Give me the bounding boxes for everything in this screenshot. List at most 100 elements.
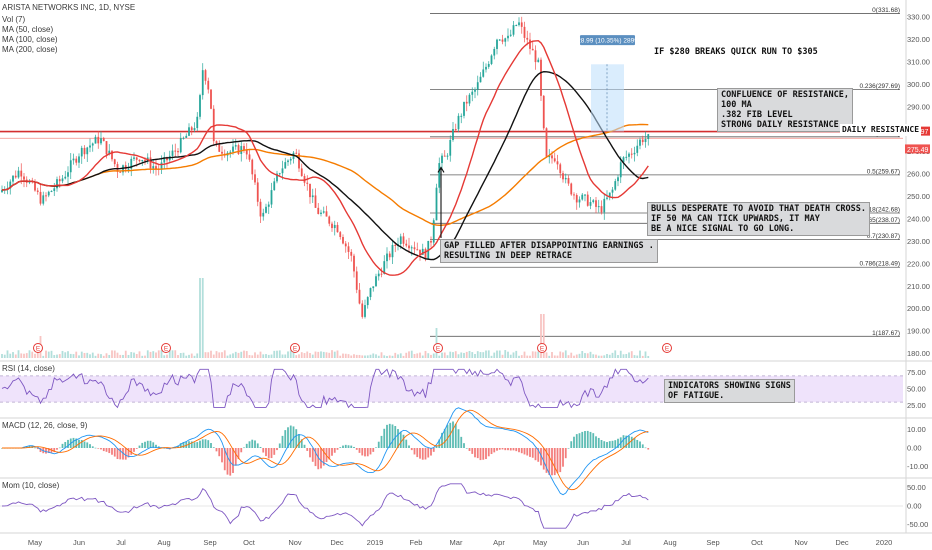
annotation-daily-resistance[interactable]: DAILY RESISTANCE	[840, 124, 922, 136]
candle-body[interactable]	[207, 80, 210, 90]
candle-body[interactable]	[234, 145, 237, 147]
candle-body[interactable]	[443, 155, 446, 157]
candle-body[interactable]	[589, 202, 592, 206]
candle-body[interactable]	[199, 95, 201, 117]
candle-body[interactable]	[564, 177, 567, 180]
rsi-line[interactable]	[1, 368, 649, 409]
candle-body[interactable]	[317, 207, 320, 214]
candle-body[interactable]	[540, 59, 542, 96]
candle-body[interactable]	[45, 195, 47, 197]
candle-body[interactable]	[61, 178, 64, 182]
candle-body[interactable]	[188, 127, 190, 136]
rsi-pane-title[interactable]: RSI (14, close)	[2, 364, 55, 373]
candle-body[interactable]	[614, 181, 617, 190]
candle-body[interactable]	[89, 145, 91, 148]
candle-body[interactable]	[625, 156, 628, 158]
candle-body[interactable]	[548, 155, 551, 158]
candle-body[interactable]	[116, 164, 119, 172]
candle-body[interactable]	[83, 147, 86, 155]
candle-body[interactable]	[130, 158, 133, 169]
candle-body[interactable]	[284, 162, 287, 169]
candle-body[interactable]	[452, 128, 454, 140]
candle-body[interactable]	[273, 181, 276, 191]
candle-body[interactable]	[457, 115, 460, 130]
candle-body[interactable]	[383, 261, 386, 274]
candle-body[interactable]	[295, 152, 298, 154]
candle-body[interactable]	[243, 146, 245, 151]
candle-body[interactable]	[311, 195, 314, 198]
candle-body[interactable]	[553, 158, 556, 162]
candle-body[interactable]	[526, 37, 529, 40]
candle-body[interactable]	[303, 176, 306, 183]
candle-body[interactable]	[518, 22, 520, 26]
candle-body[interactable]	[50, 190, 53, 192]
candle-body[interactable]	[94, 136, 97, 144]
macd-pane-title[interactable]: MACD (12, 26, close, 9)	[2, 421, 88, 430]
candle-body[interactable]	[177, 150, 179, 153]
candle-body[interactable]	[12, 175, 14, 182]
candle-body[interactable]	[471, 91, 474, 95]
candle-body[interactable]	[102, 138, 105, 142]
candle-body[interactable]	[490, 55, 493, 64]
candle-body[interactable]	[454, 128, 457, 130]
candle-body[interactable]	[441, 155, 443, 164]
candle-body[interactable]	[509, 34, 512, 36]
candle-body[interactable]	[267, 204, 270, 207]
candle-body[interactable]	[402, 236, 405, 244]
candle-body[interactable]	[600, 206, 603, 213]
candle-body[interactable]	[155, 166, 157, 169]
macd-signal-line[interactable]	[2, 409, 649, 491]
candle-body[interactable]	[339, 232, 342, 237]
annotation-death-cross[interactable]: BULLS DESPERATE TO AVOID THAT DEATH CROS…	[647, 202, 870, 236]
candle-body[interactable]	[463, 101, 465, 116]
candle-body[interactable]	[347, 246, 350, 252]
candle-body[interactable]	[34, 181, 36, 191]
candle-body[interactable]	[377, 273, 380, 277]
candle-body[interactable]	[482, 69, 485, 77]
candle-body[interactable]	[388, 253, 391, 258]
candle-body[interactable]	[193, 128, 196, 130]
candle-body[interactable]	[551, 155, 553, 159]
candle-body[interactable]	[287, 160, 289, 163]
candle-body[interactable]	[405, 243, 408, 246]
candle-body[interactable]	[152, 166, 155, 169]
candle-body[interactable]	[438, 163, 441, 188]
candle-body[interactable]	[42, 195, 45, 204]
candle-body[interactable]	[545, 128, 548, 158]
candle-body[interactable]	[399, 236, 402, 244]
candle-body[interactable]	[262, 212, 265, 217]
candle-body[interactable]	[531, 48, 534, 51]
candle-body[interactable]	[421, 248, 424, 255]
candle-body[interactable]	[608, 192, 611, 198]
candle-body[interactable]	[369, 288, 372, 298]
candle-body[interactable]	[358, 289, 361, 304]
candle-body[interactable]	[496, 39, 498, 49]
measure-range-box[interactable]	[591, 64, 624, 132]
candle-body[interactable]	[36, 190, 39, 192]
candle-body[interactable]	[141, 160, 144, 162]
candle-body[interactable]	[636, 145, 639, 153]
candle-body[interactable]	[254, 174, 256, 183]
candle-body[interactable]	[190, 127, 193, 130]
candle-body[interactable]	[320, 212, 322, 214]
candle-body[interactable]	[498, 39, 501, 41]
candle-body[interactable]	[149, 157, 152, 169]
candle-body[interactable]	[336, 224, 339, 233]
candle-body[interactable]	[460, 115, 463, 117]
earnings-marker-icon[interactable]	[290, 343, 300, 353]
mom-pane-title[interactable]: Mom (10, close)	[2, 481, 60, 490]
candle-body[interactable]	[468, 94, 471, 104]
candle-body[interactable]	[240, 146, 243, 154]
candle-body[interactable]	[256, 182, 259, 202]
candle-body[interactable]	[353, 255, 355, 272]
candle-body[interactable]	[603, 198, 606, 213]
candle-body[interactable]	[75, 158, 78, 163]
candle-body[interactable]	[476, 82, 479, 90]
candle-body[interactable]	[212, 108, 215, 142]
candle-body[interactable]	[474, 89, 476, 92]
candle-body[interactable]	[328, 216, 331, 224]
candle-body[interactable]	[479, 76, 482, 83]
candle-body[interactable]	[372, 286, 375, 289]
candle-body[interactable]	[160, 162, 163, 170]
candle-body[interactable]	[232, 146, 234, 152]
